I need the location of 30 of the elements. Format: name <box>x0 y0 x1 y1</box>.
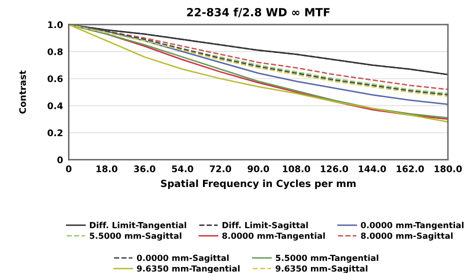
legend-label: Diff. Limit-Tangential <box>90 222 186 230</box>
y-tick-label: 0 <box>57 156 63 164</box>
chart-title: 22-834 f/2.8 WD ∞ MTF <box>187 8 330 18</box>
x-tick-label: 126.0 <box>320 165 348 172</box>
x-tick-label: 36.0 <box>134 165 156 172</box>
y-tick-label: 0.4 <box>48 102 63 110</box>
legend-label: 5.5000 mm-Tangential <box>276 254 378 263</box>
y-tick-label: 0.8 <box>48 48 63 56</box>
y-tick-label: 0.2 <box>48 129 62 136</box>
x-axis-title: Spatial Frequency in Cycles per mm <box>161 180 356 190</box>
legend-label: 9.6350 mm-Sagittal <box>276 265 368 273</box>
x-tick-label: 0 <box>66 165 72 172</box>
legend-label: 8.0000 mm-Tangential <box>222 232 325 241</box>
x-tick-label: 72.0 <box>210 165 232 172</box>
x-tick-label: 54.0 <box>172 165 194 172</box>
legend-label: 0.0000 mm-Sagittal <box>136 254 229 263</box>
x-tick-label: 108.0 <box>282 165 310 172</box>
legend-label: Diff. Limit-Sagittal <box>222 222 308 230</box>
x-tick-label: 162.0 <box>396 165 424 172</box>
y-tick-label: 0.6 <box>48 75 63 82</box>
legend-label: 8.0000 mm-Sagittal <box>360 232 453 241</box>
y-axis-title: Contrast <box>19 70 26 114</box>
legend-label: 0.0000 mm-Tangential <box>360 222 464 230</box>
y-tick-label: 1.0 <box>48 21 63 28</box>
x-tick-label: 18.0 <box>96 165 118 172</box>
x-tick-label: 90.0 <box>248 165 270 172</box>
x-tick-label: 180.0 <box>434 165 462 172</box>
legend-label: 9.6350 mm-Tangential <box>136 265 240 273</box>
legend-label: 5.5000 mm-Sagittal <box>90 232 182 241</box>
x-tick-label: 144.0 <box>358 165 386 172</box>
